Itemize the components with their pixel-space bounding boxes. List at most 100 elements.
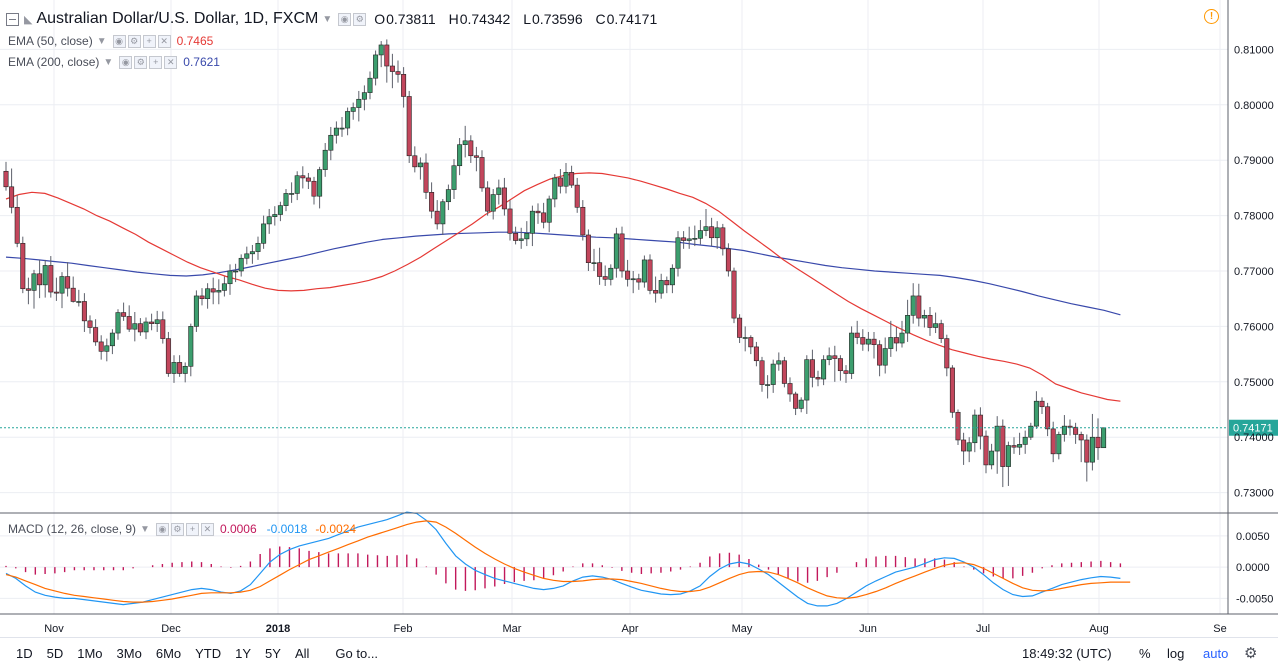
macd-more-icon[interactable]: +	[185, 522, 199, 536]
ema50-more-icon[interactable]: +	[142, 34, 156, 48]
timeframe-5y[interactable]: 5Y	[265, 645, 281, 661]
clock-display[interactable]: 18:49:32 (UTC)	[1022, 645, 1112, 661]
timeframe-1mo[interactable]: 1Mo	[77, 645, 103, 661]
macd-hist-value: 0.0006	[219, 522, 257, 536]
ema50-line	[5, 172, 1121, 402]
alert-icon[interactable]: !	[1204, 9, 1219, 24]
candle-down	[977, 414, 983, 437]
candle-up	[261, 223, 267, 244]
candle-up	[367, 77, 373, 93]
collapse-legend-button[interactable]	[6, 12, 19, 26]
candle-up	[865, 338, 871, 345]
candle-up	[669, 267, 675, 286]
candle-down	[871, 338, 877, 345]
candle-up	[350, 107, 356, 112]
candle-down	[569, 172, 575, 186]
ohlc-values: O0.73811 H0.74342 L0.73596 C0.74171	[374, 11, 658, 27]
candle-up	[31, 273, 37, 291]
candle-up	[1033, 400, 1039, 427]
log-toggle[interactable]: log	[1167, 645, 1185, 661]
macd-macd-value: -0.0018	[266, 522, 308, 536]
candle-down	[210, 288, 216, 293]
ema200-settings-icon[interactable]: ⚙	[134, 55, 148, 69]
ema50-legend[interactable]: EMA (50, close) ▼ ◉ ⚙ + ✕ 0.7465	[8, 32, 213, 50]
candle-up	[317, 169, 323, 197]
candle-up	[1056, 434, 1062, 455]
high-value: 0.74342	[459, 11, 511, 27]
candle-up	[249, 251, 255, 255]
candle-up	[1022, 436, 1028, 445]
candle-up	[283, 193, 289, 206]
macd-dropdown-icon[interactable]: ▼	[140, 523, 150, 535]
candle-down	[793, 393, 799, 409]
candle-up	[703, 226, 709, 231]
ema200-remove-icon[interactable]: ✕	[164, 55, 178, 69]
ema50-remove-icon[interactable]: ✕	[157, 34, 171, 48]
timeframe-1y[interactable]: 1Y	[235, 645, 252, 661]
ema200-more-icon[interactable]: +	[149, 55, 163, 69]
candle-up	[821, 359, 827, 380]
price-tick-label: 0.79000	[1234, 155, 1274, 167]
macd-remove-icon[interactable]: ✕	[200, 522, 214, 536]
candle-down	[787, 383, 793, 395]
timeframe-3mo[interactable]: 3Mo	[116, 645, 142, 661]
time-axis-label: May	[732, 623, 753, 635]
percent-toggle[interactable]: %	[1139, 645, 1151, 661]
candle-up	[266, 216, 272, 225]
ema200-legend[interactable]: EMA (200, close) ▼ ◉ ⚙ + ✕ 0.7621	[8, 53, 220, 71]
price-tick-label: 0.75000	[1234, 377, 1274, 389]
ema200-dropdown-icon[interactable]: ▼	[103, 56, 114, 68]
macd-eye-icon[interactable]: ◉	[155, 522, 169, 536]
candle-up	[457, 144, 463, 167]
macd-settings-icon[interactable]: ⚙	[170, 522, 184, 536]
candle-up	[529, 210, 535, 234]
candle-up	[182, 365, 188, 374]
timeframe-6mo[interactable]: 6Mo	[155, 645, 182, 661]
candle-down	[597, 262, 603, 277]
ema50-settings-icon[interactable]: ⚙	[127, 34, 141, 48]
close-value: 0.74171	[606, 11, 658, 27]
candle-up	[882, 348, 888, 366]
bottom-divider	[0, 637, 1278, 638]
candle-down	[406, 96, 412, 157]
bottom-toolbar: 1D 5D 1Mo 3Mo 6Mo YTD 1Y 5Y All Go to... 18:49:3…	[0, 640, 1278, 666]
goto-button[interactable]: Go to...	[335, 645, 379, 661]
timeframe-all[interactable]: All	[294, 645, 310, 661]
auto-toggle[interactable]: auto	[1203, 645, 1229, 661]
candle-up	[115, 312, 121, 334]
timeframe-ytd[interactable]: YTD	[195, 645, 222, 661]
timeframe-5d[interactable]: 5D	[46, 645, 64, 661]
eye-icon[interactable]: ◉	[338, 12, 352, 26]
candle-down	[48, 265, 54, 293]
candle-down	[1078, 434, 1084, 441]
candle-up	[658, 280, 664, 294]
candle-up	[154, 319, 160, 324]
ema200-eye-icon[interactable]: ◉	[119, 55, 133, 69]
candle-down	[781, 360, 787, 384]
candle-up	[205, 288, 211, 300]
candle-down	[1039, 400, 1045, 408]
candle-down	[983, 435, 989, 466]
candle-down	[1073, 426, 1079, 435]
gear-icon[interactable]: ⚙	[1244, 645, 1258, 662]
candle-down	[843, 370, 849, 374]
macd-legend[interactable]: MACD (12, 26, close, 9) ▼ ◉ ⚙ + ✕ 0.0006…	[8, 520, 356, 538]
candle-up	[776, 360, 782, 365]
symbol-title[interactable]: Australian Dollar/U.S. Dollar, 1D, FXCM	[36, 10, 319, 27]
candle-down	[815, 377, 821, 380]
ema50-eye-icon[interactable]: ◉	[112, 34, 126, 48]
candle-down	[87, 320, 93, 328]
ema50-dropdown-icon[interactable]: ▼	[96, 35, 107, 47]
timeframe-1d[interactable]: 1D	[16, 645, 33, 661]
symbol-dropdown-icon[interactable]: ▼	[322, 13, 333, 25]
settings-icon[interactable]: ⚙	[353, 12, 367, 26]
candle-up	[216, 290, 222, 293]
candle-up	[1061, 425, 1067, 435]
symbol-flag-icon: ◣	[24, 13, 33, 26]
candle-down	[720, 227, 726, 250]
candle-up	[339, 127, 345, 130]
candle-down	[65, 276, 71, 289]
candle-up	[333, 127, 339, 136]
time-axis-label: 2018	[266, 623, 290, 635]
